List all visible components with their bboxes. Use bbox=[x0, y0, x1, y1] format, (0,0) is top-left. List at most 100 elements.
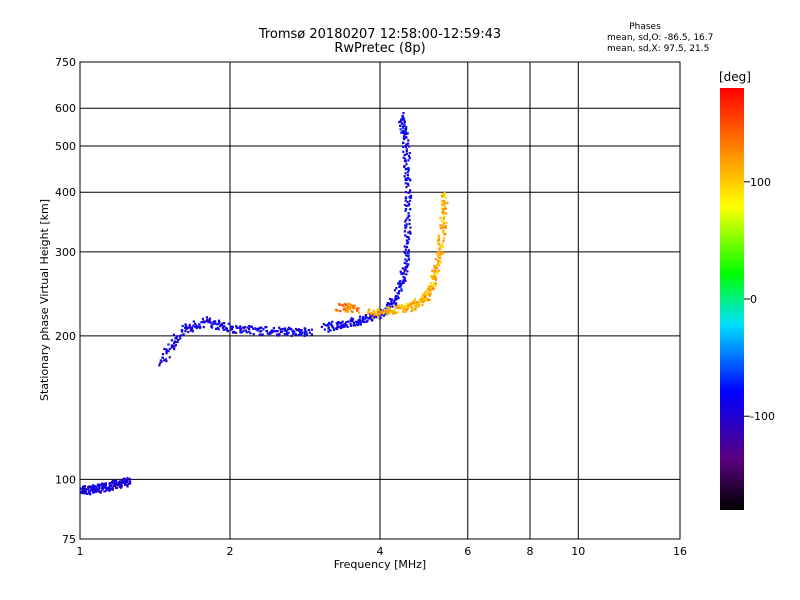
echo-point bbox=[435, 276, 438, 279]
echo-point bbox=[428, 294, 431, 297]
echo-point bbox=[249, 325, 252, 328]
echo-point bbox=[283, 327, 287, 330]
echo-point bbox=[362, 318, 365, 321]
phase-o-stats: mean, sd,O: -86.5, 16.7 bbox=[607, 33, 714, 43]
echo-point bbox=[84, 491, 87, 494]
echo-point bbox=[385, 309, 388, 312]
echo-point bbox=[386, 310, 389, 314]
x-tick-label: 2 bbox=[227, 545, 234, 558]
echo-point bbox=[296, 329, 299, 332]
echo-point bbox=[173, 348, 176, 351]
echo-point bbox=[323, 328, 326, 331]
echo-point bbox=[437, 264, 441, 267]
echo-point bbox=[388, 303, 391, 306]
echo-point bbox=[395, 298, 398, 301]
echo-point bbox=[271, 329, 274, 332]
echo-point bbox=[100, 490, 103, 493]
echo-point bbox=[444, 225, 447, 228]
echo-point bbox=[327, 323, 330, 326]
echo-point bbox=[244, 329, 248, 332]
echo-point bbox=[165, 352, 168, 355]
echo-point bbox=[307, 329, 310, 332]
echo-point bbox=[390, 301, 393, 304]
echo-point bbox=[393, 289, 397, 292]
echo-point bbox=[438, 260, 442, 263]
echo-point bbox=[103, 482, 106, 485]
echo-point bbox=[276, 330, 279, 333]
y-axis-label: Stationary phase Virtual Height [km] bbox=[38, 199, 51, 401]
echo-point bbox=[406, 270, 409, 273]
echo-point bbox=[417, 304, 421, 307]
echo-point bbox=[356, 320, 359, 324]
x-tick-labels: 1 2 4 6 8 10 16 bbox=[77, 545, 688, 558]
echo-point bbox=[346, 325, 349, 328]
echo-point bbox=[380, 313, 383, 316]
phases-heading: Phases bbox=[629, 22, 661, 32]
echo-point bbox=[396, 292, 399, 295]
echo-point bbox=[188, 324, 191, 327]
echo-point bbox=[408, 199, 412, 202]
echo-point bbox=[294, 327, 298, 331]
echo-point bbox=[437, 242, 440, 245]
echo-point bbox=[398, 282, 401, 285]
echo-point bbox=[266, 332, 269, 335]
echo-point bbox=[198, 323, 201, 326]
echo-point bbox=[293, 330, 296, 333]
echo-point bbox=[398, 285, 401, 289]
echo-point bbox=[262, 328, 265, 331]
echo-point bbox=[292, 332, 295, 335]
echo-point bbox=[167, 343, 170, 346]
echo-point bbox=[372, 316, 375, 319]
echo-point bbox=[396, 295, 399, 298]
echo-point bbox=[245, 331, 248, 334]
echo-point bbox=[416, 304, 419, 307]
echo-point bbox=[87, 487, 90, 491]
echo-point bbox=[407, 257, 410, 260]
echo-point bbox=[421, 304, 424, 307]
echo-point bbox=[349, 319, 352, 322]
echo-point bbox=[405, 303, 408, 306]
echo-point bbox=[352, 304, 355, 307]
echo-point bbox=[404, 209, 407, 212]
y-tick-label: 750 bbox=[55, 56, 76, 69]
x-axis-label: Frequency [MHz] bbox=[334, 558, 426, 571]
echo-point bbox=[442, 202, 445, 205]
echo-point bbox=[424, 294, 427, 297]
echo-point bbox=[395, 306, 398, 309]
echo-point bbox=[401, 117, 404, 120]
echo-point bbox=[338, 303, 341, 306]
echo-point bbox=[197, 325, 200, 328]
echo-point bbox=[403, 123, 406, 126]
echo-point bbox=[405, 259, 408, 262]
echo-point bbox=[97, 487, 101, 490]
echo-point bbox=[308, 331, 311, 334]
x-tick-label: 6 bbox=[464, 545, 471, 558]
echo-point bbox=[111, 481, 114, 484]
echo-point bbox=[290, 327, 293, 331]
echo-point bbox=[208, 317, 212, 320]
echo-point bbox=[202, 321, 205, 324]
echo-point bbox=[439, 227, 442, 230]
echo-point bbox=[352, 306, 355, 310]
echo-point bbox=[115, 480, 118, 483]
echo-point bbox=[191, 330, 194, 333]
echo-point bbox=[402, 141, 405, 145]
echo-point bbox=[442, 237, 445, 240]
echo-point bbox=[409, 302, 412, 305]
echo-point bbox=[421, 300, 424, 303]
echo-point bbox=[96, 487, 99, 490]
echo-point bbox=[206, 318, 209, 321]
echo-point bbox=[415, 301, 419, 304]
echo-point bbox=[444, 226, 447, 229]
echo-point bbox=[440, 224, 444, 228]
echo-point bbox=[278, 326, 281, 329]
echo-point bbox=[441, 211, 445, 214]
echo-point bbox=[401, 272, 404, 275]
echo-point bbox=[403, 132, 406, 135]
echo-point bbox=[294, 333, 297, 336]
echo-point bbox=[88, 489, 91, 493]
echo-point bbox=[297, 334, 300, 337]
colorbar-tick-label: 0 bbox=[750, 293, 757, 306]
echo-point bbox=[394, 311, 397, 314]
echo-point bbox=[349, 322, 352, 325]
